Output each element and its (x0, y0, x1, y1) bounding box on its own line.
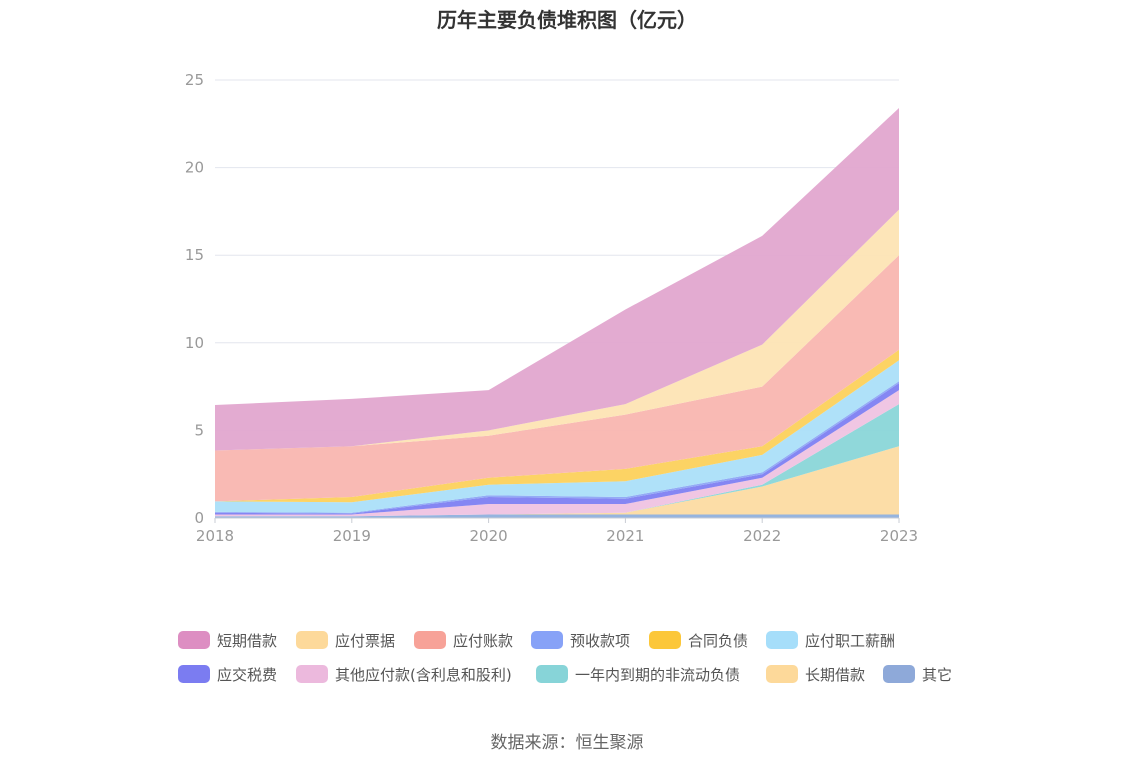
legend-item-payroll-payable[interactable]: 应付职工薪酬 (766, 628, 895, 652)
y-tick-label: 20 (185, 159, 204, 177)
area-series[interactable] (215, 390, 899, 517)
x-tick-label: 2021 (606, 527, 644, 545)
legend-label: 应付账款 (453, 631, 514, 650)
area-series[interactable] (215, 209, 899, 451)
area-series[interactable] (215, 255, 899, 502)
legend-item-other-payables[interactable]: 其他应付款(含利息和股利) (296, 662, 512, 686)
legend-swatch (531, 631, 563, 649)
legend-swatch (178, 665, 210, 683)
data-source: 数据来源：恒生聚源 (490, 733, 644, 753)
legend-swatch (414, 631, 446, 649)
x-tick-label: 2023 (880, 527, 918, 545)
y-tick-label: 0 (194, 509, 204, 527)
legend-label: 应付票据 (335, 631, 396, 650)
x-tick-label: 2022 (743, 527, 781, 545)
legend-swatch (649, 631, 681, 649)
y-tick-label: 15 (185, 246, 204, 264)
area-series[interactable] (215, 446, 899, 517)
legend-label: 应付职工薪酬 (805, 631, 896, 650)
chart-title: 历年主要负债堆积图（亿元） (437, 8, 697, 32)
x-tick-label: 2018 (196, 527, 234, 545)
legend-label: 其他应付款(含利息和股利) (335, 665, 512, 684)
area-series[interactable] (215, 360, 899, 513)
legend-item-notes-payable[interactable]: 应付票据 (296, 628, 395, 652)
legend-label: 合同负债 (688, 631, 749, 650)
legend-item-taxes-payable[interactable]: 应交税费 (178, 662, 277, 686)
legend-swatch (178, 631, 210, 649)
area-series[interactable] (215, 383, 899, 515)
legend-item-short-term-loans[interactable]: 短期借款 (178, 628, 277, 652)
area-series[interactable] (215, 514, 899, 519)
legend-swatch (766, 631, 798, 649)
legend-label: 短期借款 (217, 631, 278, 650)
y-tick-label: 5 (194, 421, 204, 439)
legend-row: 短期借款 应付票据 应付账款 预收款项 合同负债 应付职工薪酬 (178, 628, 938, 652)
y-tick-label: 25 (185, 71, 204, 89)
legend-swatch (766, 665, 798, 683)
x-tick-label: 2019 (333, 527, 371, 545)
legend-label: 其它 (922, 665, 953, 684)
legend-item-long-term-loans[interactable]: 长期借款 (766, 662, 865, 686)
area-series[interactable] (215, 108, 899, 451)
legend-label: 应交税费 (217, 665, 278, 684)
legend-swatch (296, 631, 328, 649)
legend-item-current-noncurrent-liabilities[interactable]: 一年内到期的非流动负债 (536, 662, 740, 686)
legend-swatch (883, 665, 915, 683)
x-tick-label: 2020 (470, 527, 508, 545)
legend-item-other[interactable]: 其它 (883, 662, 952, 686)
legend-item-contract-liabilities[interactable]: 合同负债 (649, 628, 748, 652)
legend-swatch (536, 665, 568, 683)
legend-swatch (296, 665, 328, 683)
stacked-area-chart: 0 5 10 15 20 25 2018 2019 2020 2021 2022 2023 (185, 71, 918, 545)
legend-row: 应交税费 其他应付款(含利息和股利) 一年内到期的非流动负债 长期借款 其它 (178, 662, 968, 686)
y-tick-label: 10 (185, 334, 204, 352)
legend-label: 长期借款 (805, 665, 866, 684)
legend-label: 一年内到期的非流动负债 (575, 665, 741, 684)
legend-item-advance-receipts[interactable]: 预收款项 (531, 628, 630, 652)
legend-label: 预收款项 (570, 631, 631, 650)
legend-item-accounts-payable[interactable]: 应付账款 (414, 628, 513, 652)
